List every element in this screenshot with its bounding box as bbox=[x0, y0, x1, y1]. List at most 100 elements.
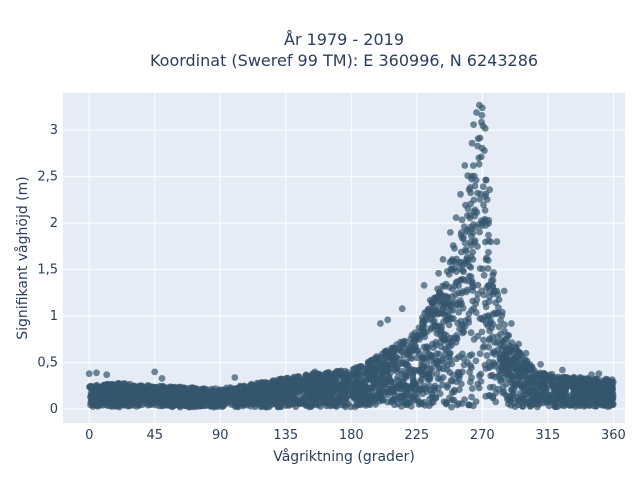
data-point bbox=[475, 384, 483, 392]
data-point bbox=[588, 371, 595, 379]
data-point bbox=[453, 401, 461, 409]
data-point bbox=[425, 374, 433, 382]
data-point bbox=[502, 347, 510, 355]
data-point bbox=[479, 344, 487, 351]
data-point bbox=[530, 392, 538, 400]
data-point bbox=[152, 383, 160, 391]
data-point bbox=[291, 385, 299, 393]
data-point bbox=[433, 370, 441, 377]
x-tick-label: 360 bbox=[601, 428, 626, 443]
data-point bbox=[410, 379, 418, 386]
data-point bbox=[471, 182, 479, 190]
data-point bbox=[476, 134, 484, 142]
data-point bbox=[459, 235, 466, 242]
data-point bbox=[85, 370, 93, 378]
data-point bbox=[549, 391, 557, 399]
data-point bbox=[439, 374, 447, 381]
data-point bbox=[405, 349, 413, 357]
data-point bbox=[100, 381, 108, 389]
data-point bbox=[433, 307, 440, 315]
data-point bbox=[125, 395, 133, 403]
data-point bbox=[366, 365, 374, 372]
data-point bbox=[401, 344, 409, 352]
tick-labels: 0 45 90 135 180 225 270 315 360 0 0,5 1 1,5 2 2,5 3 bbox=[37, 123, 625, 443]
data-point bbox=[362, 384, 370, 392]
data-point bbox=[567, 382, 575, 390]
data-point bbox=[403, 390, 411, 397]
data-point bbox=[159, 384, 167, 392]
data-point bbox=[573, 382, 581, 389]
data-point bbox=[410, 396, 418, 404]
data-point bbox=[448, 403, 455, 411]
data-point bbox=[442, 399, 450, 407]
data-point bbox=[207, 394, 215, 402]
data-point bbox=[391, 345, 398, 353]
y-tick-label: 1,5 bbox=[37, 263, 58, 278]
data-point bbox=[255, 389, 262, 397]
data-point bbox=[534, 377, 541, 385]
data-point bbox=[384, 316, 392, 324]
data-point bbox=[508, 386, 516, 394]
data-point bbox=[412, 342, 419, 350]
data-point bbox=[501, 321, 508, 329]
y-tick-label: 3 bbox=[50, 123, 58, 138]
data-point bbox=[238, 396, 246, 404]
data-point bbox=[434, 375, 442, 382]
data-point bbox=[313, 382, 320, 390]
data-point bbox=[431, 322, 438, 330]
data-point bbox=[389, 387, 396, 395]
data-point bbox=[411, 329, 419, 337]
data-point bbox=[352, 393, 360, 401]
data-point bbox=[516, 351, 524, 358]
data-point bbox=[496, 350, 504, 358]
data-point bbox=[503, 355, 510, 363]
data-point bbox=[443, 346, 450, 354]
data-point bbox=[385, 350, 393, 357]
data-point bbox=[476, 196, 484, 203]
data-point bbox=[462, 317, 470, 324]
data-point bbox=[431, 382, 439, 390]
data-point bbox=[248, 390, 256, 398]
data-point bbox=[511, 380, 519, 388]
data-point bbox=[601, 391, 609, 399]
data-point bbox=[533, 372, 541, 379]
data-point bbox=[436, 322, 444, 330]
data-point bbox=[296, 388, 304, 395]
data-point bbox=[425, 308, 433, 316]
data-point bbox=[351, 378, 359, 386]
data-point bbox=[251, 399, 259, 407]
data-point bbox=[459, 266, 467, 274]
data-point bbox=[299, 399, 306, 407]
data-point bbox=[413, 354, 421, 362]
data-point bbox=[402, 358, 410, 366]
data-point bbox=[508, 356, 516, 364]
data-point bbox=[413, 367, 420, 374]
data-point bbox=[464, 172, 472, 180]
data-point bbox=[489, 394, 497, 402]
data-point bbox=[360, 364, 368, 372]
data-point bbox=[341, 387, 349, 394]
data-point bbox=[313, 375, 320, 383]
data-point bbox=[514, 363, 522, 371]
data-point bbox=[306, 384, 314, 392]
data-point bbox=[375, 392, 383, 399]
data-point bbox=[500, 287, 508, 295]
data-point bbox=[448, 360, 456, 368]
y-tick-label: 0,5 bbox=[37, 356, 58, 371]
data-point bbox=[199, 392, 207, 400]
data-point bbox=[487, 238, 495, 246]
data-point bbox=[475, 160, 483, 168]
data-point bbox=[450, 396, 458, 404]
data-point bbox=[537, 361, 544, 368]
data-point bbox=[425, 402, 433, 410]
data-point bbox=[471, 206, 479, 214]
data-point bbox=[320, 397, 328, 405]
data-point bbox=[454, 369, 462, 376]
data-point bbox=[448, 265, 455, 273]
data-point bbox=[331, 396, 339, 404]
data-point bbox=[133, 403, 140, 410]
data-point bbox=[377, 378, 385, 386]
data-point bbox=[470, 336, 478, 343]
data-point bbox=[496, 359, 504, 366]
data-point bbox=[404, 382, 412, 390]
